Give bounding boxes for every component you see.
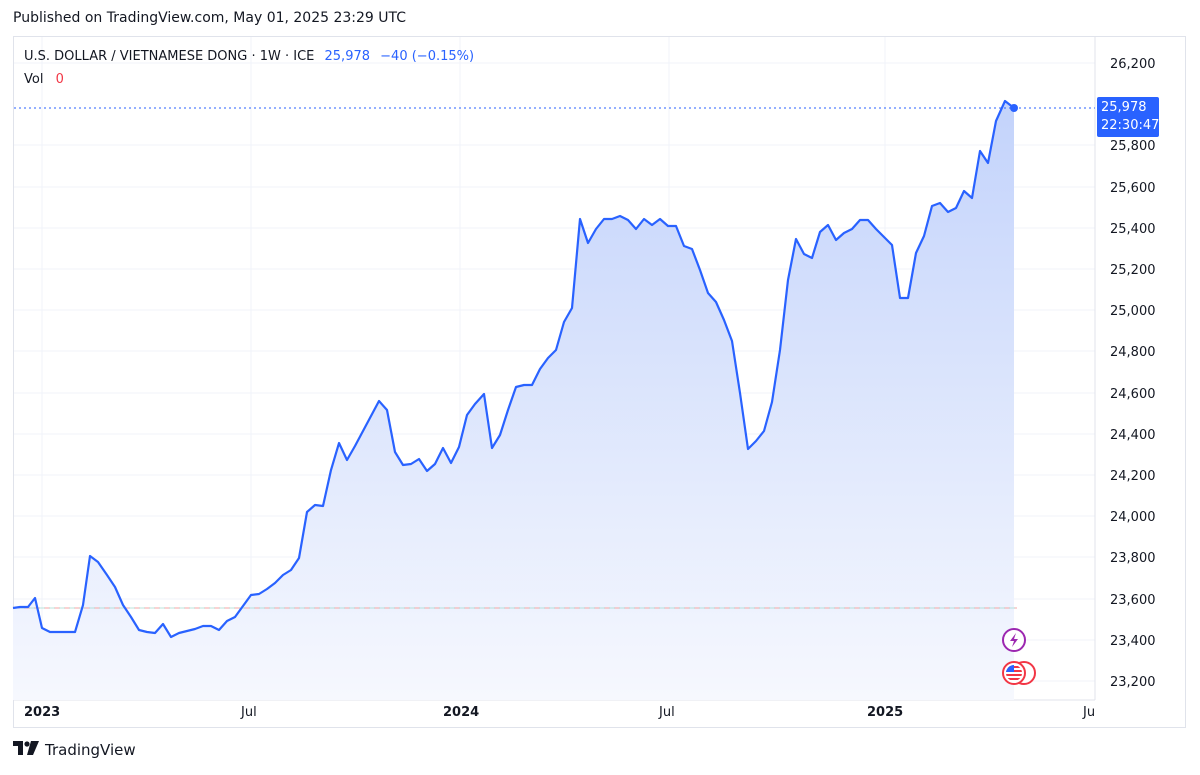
svg-text:23,400: 23,400 [1110, 634, 1156, 649]
price-change: −40 (−0.15%) [380, 49, 475, 64]
svg-text:24,800: 24,800 [1110, 345, 1156, 360]
svg-text:25,600: 25,600 [1110, 181, 1156, 196]
x-tick-2025: 2025 [867, 705, 903, 720]
x-tick-jul-2025: Ju [1082, 705, 1095, 720]
svg-text:23,600: 23,600 [1110, 593, 1156, 608]
x-tick-2023: 2023 [24, 705, 60, 720]
svg-text:25,000: 25,000 [1110, 304, 1156, 319]
brand-name[interactable]: TradingView [45, 741, 136, 759]
price-tag-countdown: 22:30:47 [1101, 118, 1160, 133]
volume-value: 0 [55, 72, 64, 87]
chart-legend: U.S. DOLLAR / VIETNAMESE DONG · 1W · ICE… [24, 48, 474, 94]
last-price: 25,978 [324, 49, 371, 64]
price-tag-price: 25,978 [1101, 100, 1147, 115]
y-axis: 26,200 25,800 25,600 25,400 25,200 25,00… [1110, 57, 1156, 690]
price-line [12, 99, 1015, 639]
symbol-title[interactable]: U.S. DOLLAR / VIETNAMESE DONG · 1W · ICE [24, 49, 315, 64]
tradingview-logo-icon[interactable] [13, 741, 39, 759]
x-axis: 2023 Jul 2024 Jul 2025 Ju [24, 705, 1095, 720]
x-tick-jul-2024: Jul [658, 705, 675, 720]
svg-text:23,200: 23,200 [1110, 675, 1156, 690]
svg-text:24,000: 24,000 [1110, 510, 1156, 525]
lightning-icon[interactable] [1002, 628, 1026, 652]
svg-text:25,800: 25,800 [1110, 139, 1156, 154]
price-tag: 25,978 22:30:47 [1097, 97, 1159, 137]
last-price-dot [1010, 104, 1018, 112]
price-area [13, 101, 1014, 700]
us-flag-icon[interactable] [1002, 661, 1036, 685]
svg-text:24,400: 24,400 [1110, 428, 1156, 443]
svg-text:26,200: 26,200 [1110, 57, 1156, 72]
chart-frame [13, 36, 1186, 728]
published-note: Published on TradingView.com, May 01, 20… [13, 10, 407, 26]
svg-text:24,600: 24,600 [1110, 387, 1156, 402]
volume-label[interactable]: Vol [24, 72, 44, 87]
x-tick-2024: 2024 [443, 705, 479, 720]
x-tick-jul-2023: Jul [240, 705, 257, 720]
svg-text:23,800: 23,800 [1110, 551, 1156, 566]
svg-text:25,400: 25,400 [1110, 222, 1156, 237]
svg-text:24,200: 24,200 [1110, 469, 1156, 484]
footer: TradingView [13, 741, 136, 759]
svg-text:25,200: 25,200 [1110, 263, 1156, 278]
